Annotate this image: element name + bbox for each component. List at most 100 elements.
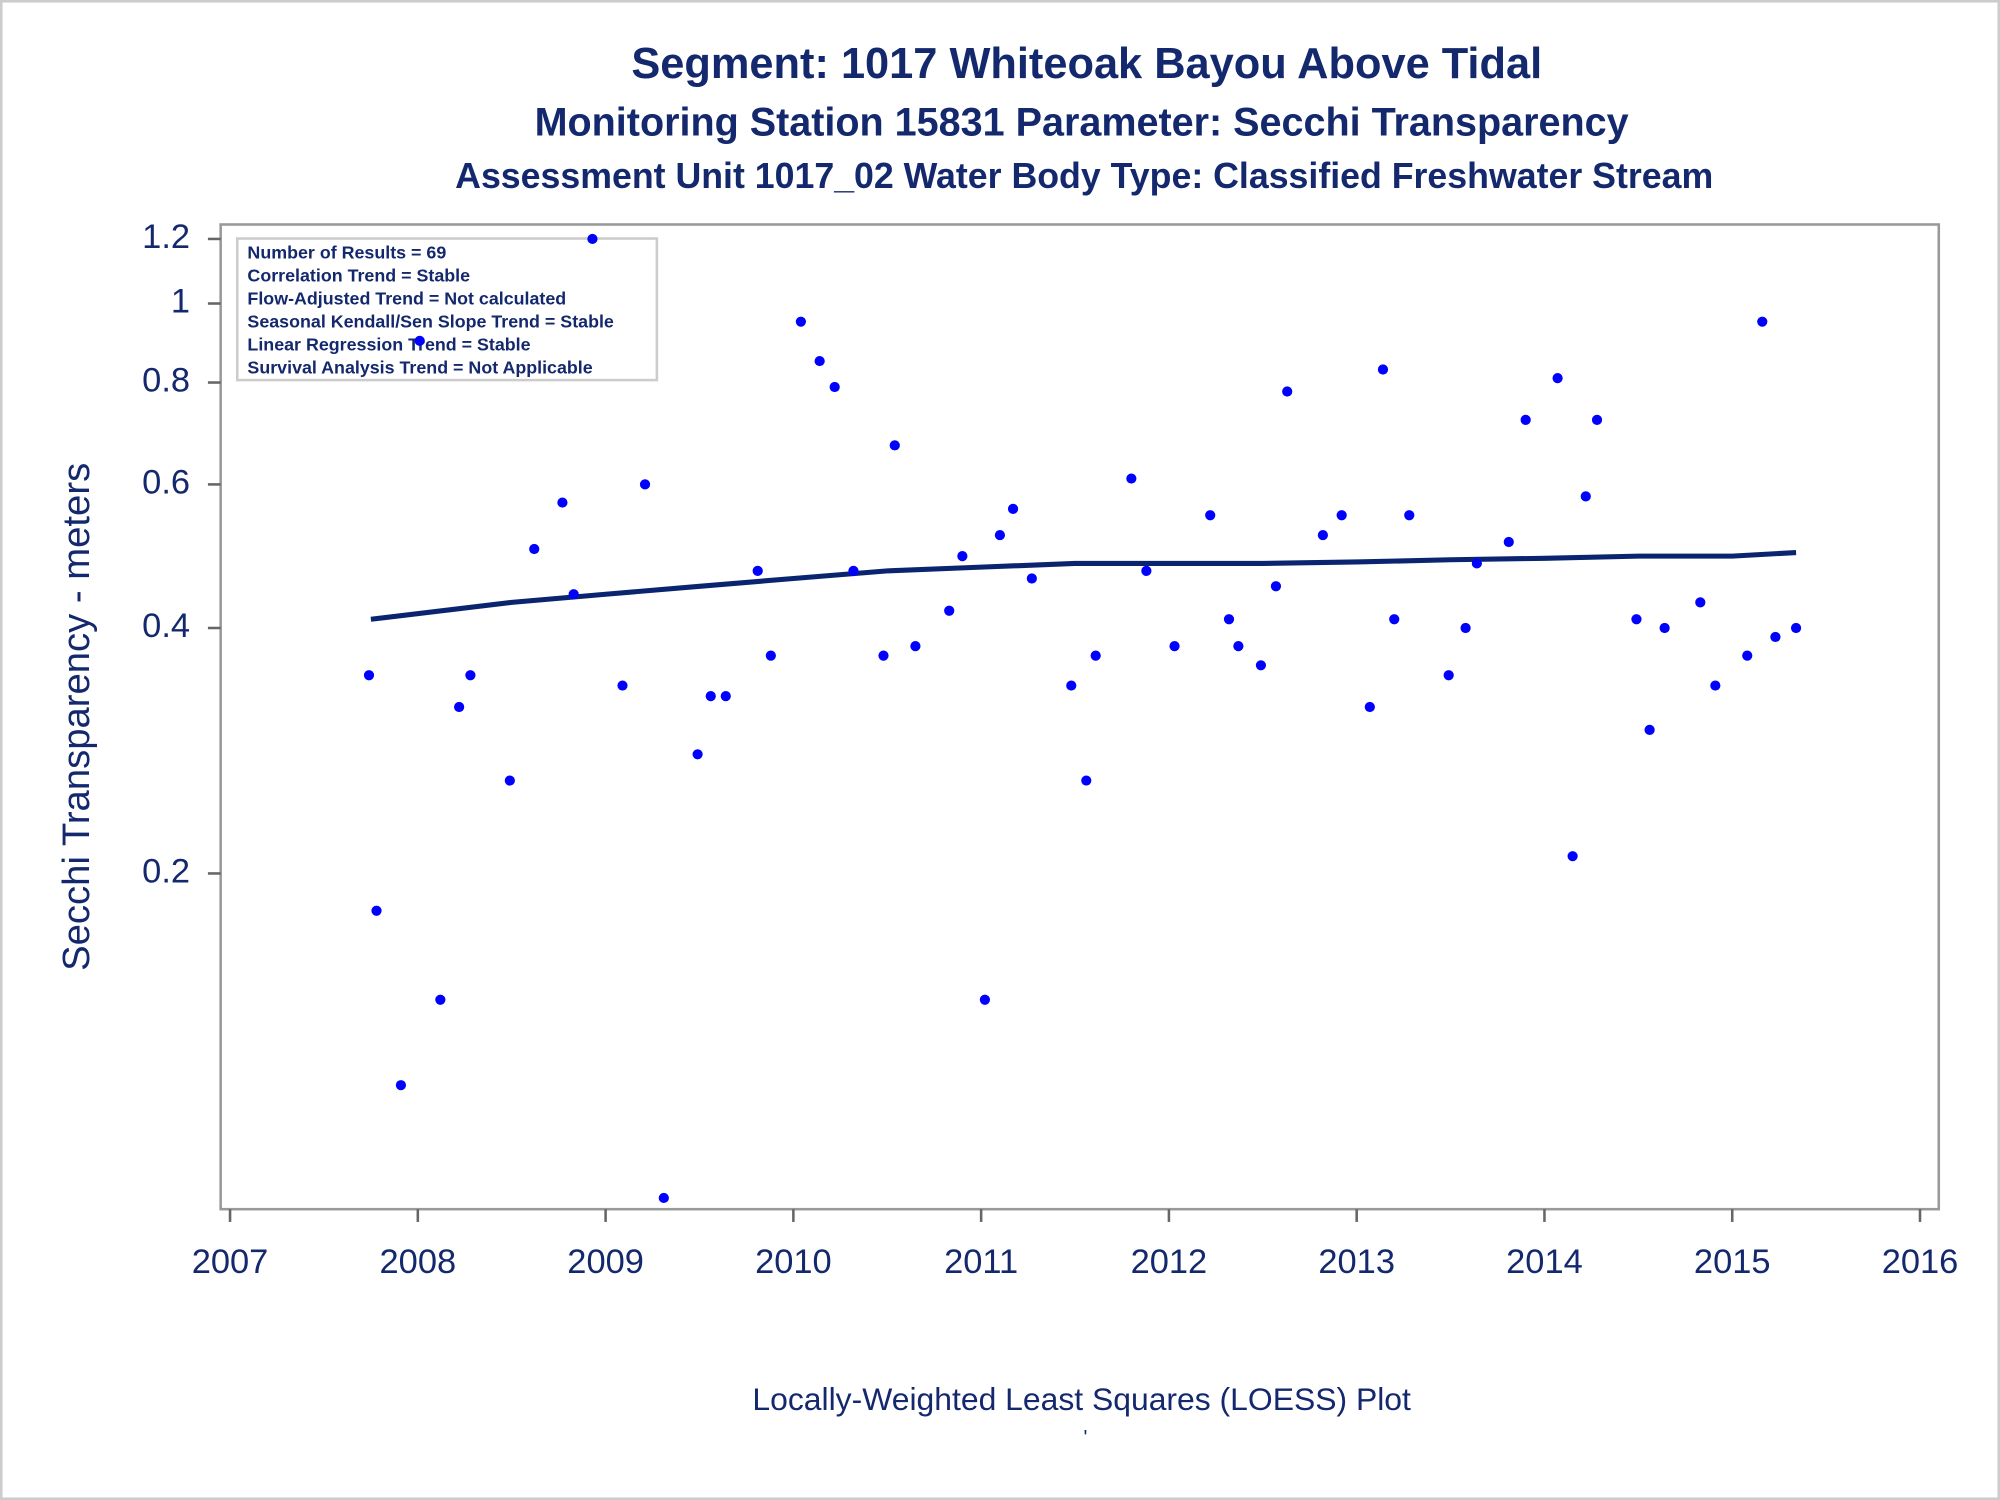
y-tick-label: 0.6: [142, 464, 190, 502]
data-point: [1695, 597, 1706, 608]
data-point: [504, 775, 515, 786]
data-point: [1644, 724, 1655, 735]
data-point: [639, 479, 651, 490]
data-point: [1233, 641, 1244, 652]
data-point: [1757, 316, 1768, 327]
data-point: [878, 650, 889, 661]
data-point: [658, 1192, 669, 1204]
data-point: [795, 316, 806, 327]
data-point: [1580, 491, 1591, 502]
data-point: [1591, 414, 1603, 425]
y-tick-label: 0.8: [142, 362, 190, 400]
data-point: [910, 641, 921, 652]
data-point: [1007, 503, 1019, 514]
data-point: [1270, 581, 1282, 592]
data-point: [829, 381, 840, 393]
stats-box: [235, 237, 659, 382]
data-point: [587, 233, 598, 245]
data-point: [414, 335, 425, 346]
stats-line: Correlation Trend = Stable: [247, 266, 470, 286]
data-point: [617, 680, 628, 691]
data-point: [465, 670, 476, 681]
data-point: [944, 605, 955, 616]
data-point: [1790, 622, 1802, 634]
data-point: [848, 565, 859, 576]
data-point: [1659, 622, 1670, 634]
x-tick-label: 2012: [1131, 1243, 1208, 1281]
y-tick-label: 1.2: [142, 218, 190, 256]
data-point: [692, 749, 703, 760]
data-point: [529, 543, 540, 555]
x-tick-label: 2010: [755, 1243, 832, 1281]
stats-line: Number of Results = 69: [247, 243, 446, 263]
data-point: [979, 994, 990, 1005]
stats-line: Survival Analysis Trend = Not Applicable: [247, 357, 592, 377]
data-point: [1770, 631, 1781, 643]
data-point: [1443, 670, 1454, 681]
x-tick-label: 2016: [1882, 1243, 1959, 1281]
data-point: [720, 691, 731, 702]
x-axis-label: Locally-Weighted Least Squares (LOESS) P…: [752, 1381, 1411, 1417]
data-point: [557, 497, 568, 508]
data-point: [1552, 373, 1563, 384]
chart-subtitle: Monitoring Station 15831 Parameter: Secc…: [535, 100, 1629, 144]
stats-line: Linear Regression Trend = Stable: [247, 334, 530, 354]
data-point: [371, 905, 382, 916]
data-point: [1567, 851, 1578, 862]
data-point: [1026, 573, 1037, 584]
data-point: [1404, 510, 1415, 521]
y-tick-label: 1: [171, 283, 190, 321]
x-tick-label: 2009: [567, 1243, 644, 1281]
y-axis-label: Secchi Transparency - meters: [55, 463, 98, 971]
x-tick-label: 2015: [1694, 1243, 1771, 1281]
chart-title: Segment: 1017 Whiteoak Bayou Above Tidal: [631, 40, 1542, 88]
data-point: [1317, 529, 1328, 541]
data-point: [957, 551, 968, 562]
x-tick-label: 2008: [380, 1243, 457, 1281]
data-point: [1460, 622, 1471, 634]
data-point: [1081, 775, 1092, 786]
data-point: [395, 1080, 407, 1091]
data-point: [1066, 680, 1077, 691]
data-point: [435, 994, 446, 1005]
plot-area: [219, 223, 1941, 1211]
x-tick-label: 2011: [944, 1243, 1018, 1281]
y-tick-label: 0.4: [142, 607, 190, 645]
data-point: [1090, 650, 1101, 661]
data-point: [1364, 701, 1375, 713]
data-point: [1169, 641, 1180, 652]
x-tick-label: 2014: [1506, 1243, 1583, 1281]
data-point: [765, 650, 776, 661]
data-point: [1336, 510, 1347, 521]
data-point: [1126, 473, 1137, 484]
data-point: [1389, 614, 1400, 625]
data-point: [705, 691, 716, 702]
y-tick-label: 0.2: [142, 853, 190, 891]
data-point: [1141, 565, 1152, 576]
data-point: [1282, 386, 1293, 397]
footnote: ': [1084, 1427, 1088, 1449]
x-tick-label: 2013: [1318, 1243, 1395, 1281]
data-point: [1223, 614, 1235, 625]
data-point: [1377, 364, 1389, 375]
x-tick-label: 2007: [192, 1243, 269, 1281]
data-point: [1255, 660, 1267, 671]
data-point: [454, 701, 465, 713]
stats-line: Flow-Adjusted Trend = Not calculated: [247, 288, 566, 308]
data-point: [1471, 558, 1482, 569]
data-point: [1742, 650, 1753, 661]
data-point: [1520, 414, 1531, 425]
data-point: [1631, 614, 1642, 625]
data-point: [1205, 510, 1216, 521]
data-point: [1503, 536, 1514, 548]
data-point: [568, 589, 579, 600]
data-point: [752, 565, 763, 576]
stats-line: Seasonal Kendall/Sen Slope Trend = Stabl…: [247, 311, 613, 331]
data-point: [1710, 680, 1721, 691]
data-point: [814, 355, 825, 367]
data-point: [363, 670, 375, 681]
data-point: [994, 529, 1006, 541]
data-point: [889, 440, 900, 451]
chart-subtitle: Assessment Unit 1017_02 Water Body Type:…: [455, 156, 1713, 196]
